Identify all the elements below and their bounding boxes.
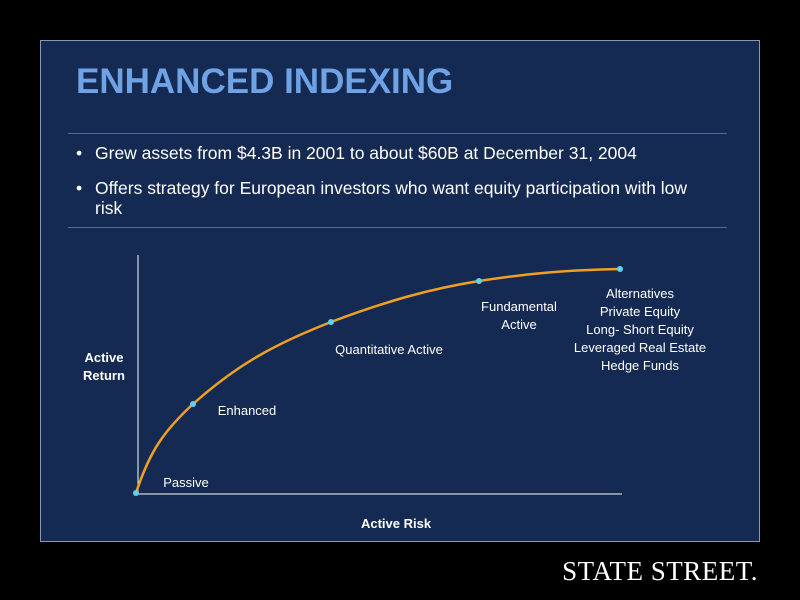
slide-title: ENHANCED INDEXING [76, 62, 454, 101]
stage-label: Quantitative Active [335, 342, 443, 357]
x-axis-label: Active Risk [361, 516, 432, 531]
stage-label: Private Equity [600, 304, 681, 319]
panel [40, 40, 760, 542]
stage-point [617, 266, 623, 272]
y-axis-label: Active [84, 350, 123, 365]
stage-label: Long- Short Equity [586, 322, 694, 337]
y-axis-label: Return [83, 368, 125, 383]
logo: STATE STREET. [562, 556, 758, 586]
stage-label: Active [501, 317, 536, 332]
stage-label: Enhanced [218, 403, 277, 418]
stage-point [476, 278, 482, 284]
stage-point [190, 401, 196, 407]
divider [68, 227, 727, 228]
bullet-text: Offers strategy for European investors w… [95, 178, 688, 218]
stage-label: Fundamental [481, 299, 557, 314]
stage-label: Hedge Funds [601, 358, 680, 373]
stage-label: Alternatives [606, 286, 674, 301]
stage-point [328, 319, 334, 325]
divider [68, 133, 727, 134]
stage-label: Passive [163, 475, 209, 490]
bullet: • Offers strategy for European investors … [76, 178, 726, 218]
bullet-text: Grew assets from $4.3B in 2001 to about … [95, 143, 637, 163]
bullet: • Grew assets from $4.3B in 2001 to about… [76, 143, 726, 163]
stage-label: Leveraged Real Estate [574, 340, 706, 355]
stage-point [133, 490, 139, 496]
